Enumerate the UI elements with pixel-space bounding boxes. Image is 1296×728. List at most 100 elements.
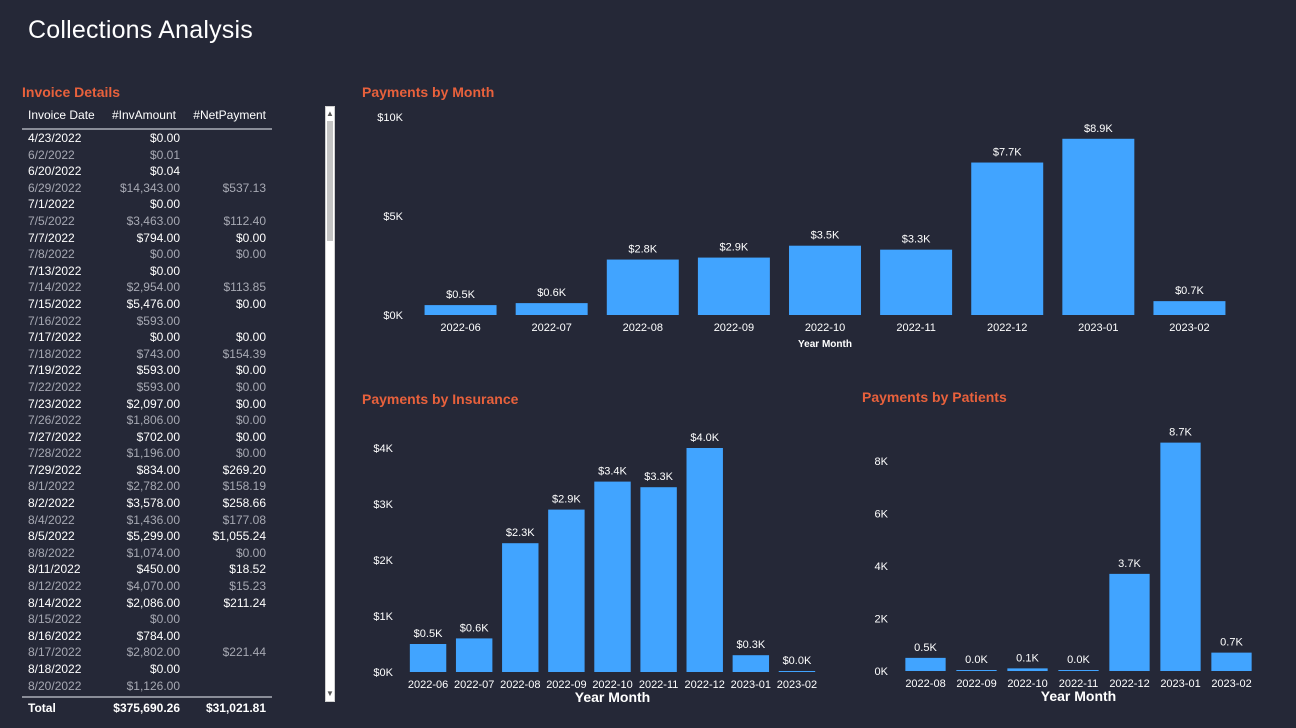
payments-by-patients-chart: 0K 2K 4K 6K 8K 0.5K 2022-08 0.0K 2022-09 0.1K 2022…: [875, 427, 1252, 704]
table-row[interactable]: 8/12/2022 $4,070.00 $15.23: [22, 578, 272, 595]
cell-net-payment: $0.00: [235, 296, 266, 311]
table-row[interactable]: 7/8/2022 $0.00 $0.00: [22, 246, 272, 263]
cell-net-payment: $0.00: [235, 429, 266, 444]
x-tick-label: 2022-10: [805, 322, 845, 334]
column-header-invoice-date[interactable]: Invoice Date: [28, 108, 95, 122]
y-tick-label: $0K: [373, 667, 393, 679]
invoice-details-table: Invoice Date #InvAmount #NetPayment 4/23…: [22, 106, 272, 718]
bar[interactable]: [697, 257, 770, 315]
table-row[interactable]: 8/20/2022 $1,126.00: [22, 678, 272, 694]
table-row[interactable]: 8/11/2022 $450.00 $18.52: [22, 561, 272, 578]
bar[interactable]: [1058, 670, 1099, 671]
bar[interactable]: [1211, 652, 1252, 671]
table-row[interactable]: 8/4/2022 $1,436.00 $177.08: [22, 512, 272, 529]
table-row[interactable]: 8/15/2022 $0.00: [22, 611, 272, 628]
bar[interactable]: [1160, 442, 1201, 671]
data-label: $3.3K: [902, 234, 931, 246]
cell-inv-amount: $2,097.00: [126, 396, 180, 411]
bar[interactable]: [956, 670, 997, 671]
table-row[interactable]: 8/17/2022 $2,802.00 $221.44: [22, 644, 272, 661]
table-row[interactable]: 7/14/2022 $2,954.00 $113.85: [22, 279, 272, 296]
table-row[interactable]: 7/15/2022 $5,476.00 $0.00: [22, 296, 272, 313]
bar[interactable]: [789, 245, 861, 315]
cell-net-payment: $0.00: [235, 379, 266, 394]
bar[interactable]: [778, 671, 816, 672]
cell-inv-amount: $593.00: [136, 363, 180, 378]
bar[interactable]: [1007, 668, 1048, 671]
table-total-row: Total $375,690.26 $31,021.81: [22, 696, 272, 718]
chevron-up-icon[interactable]: ▲: [326, 109, 334, 118]
bar[interactable]: [732, 655, 770, 672]
table-row[interactable]: 8/18/2022 $0.00: [22, 661, 272, 678]
table-row[interactable]: 7/13/2022 $0.00: [22, 263, 272, 280]
table-row[interactable]: 7/28/2022 $1,196.00 $0.00: [22, 445, 272, 462]
table-row[interactable]: 7/22/2022 $593.00 $0.00: [22, 379, 272, 396]
table-row[interactable]: 6/29/2022 $14,343.00 $537.13: [22, 180, 272, 197]
table-row[interactable]: 7/17/2022 $0.00 $0.00: [22, 329, 272, 346]
cell-invoice-date: 6/20/2022: [28, 164, 82, 179]
bar[interactable]: [1062, 138, 1135, 315]
table-row[interactable]: 7/26/2022 $1,806.00 $0.00: [22, 412, 272, 429]
data-label: 0.1K: [1016, 652, 1039, 664]
table-row[interactable]: 8/1/2022 $2,782.00 $158.19: [22, 478, 272, 495]
table-row[interactable]: 7/7/2022 $794.00 $0.00: [22, 230, 272, 247]
table-row[interactable]: 6/20/2022 $0.04: [22, 163, 272, 180]
column-header-net-payment[interactable]: #NetPayment: [193, 108, 266, 122]
bar[interactable]: [424, 305, 497, 315]
table-row[interactable]: 7/16/2022 $593.00: [22, 313, 272, 330]
table-row[interactable]: 7/19/2022 $593.00 $0.00: [22, 362, 272, 379]
data-label: $0.7K: [1175, 285, 1204, 297]
table-row[interactable]: 6/2/2022 $0.01: [22, 147, 272, 164]
table-row[interactable]: 8/8/2022 $1,074.00 $0.00: [22, 545, 272, 562]
data-label: $0.5K: [414, 628, 443, 640]
chevron-down-icon[interactable]: ▼: [326, 689, 334, 698]
bar[interactable]: [594, 481, 631, 672]
column-header-inv-amount[interactable]: #InvAmount: [111, 108, 176, 122]
table-row[interactable]: 4/23/2022 $0.00: [22, 130, 272, 147]
bar[interactable]: [1153, 301, 1226, 315]
total-inv-amount: $375,690.26: [113, 701, 180, 715]
table-row[interactable]: 8/5/2022 $5,299.00 $1,055.24: [22, 528, 272, 545]
cell-inv-amount: $1,436.00: [126, 512, 180, 527]
table-row[interactable]: 7/27/2022 $702.00 $0.00: [22, 429, 272, 446]
table-row[interactable]: 7/29/2022 $834.00 $269.20: [22, 462, 272, 479]
cell-inv-amount: $2,086.00: [126, 595, 180, 610]
cell-inv-amount: $0.00: [149, 247, 180, 262]
cell-invoice-date: 8/15/2022: [28, 612, 82, 627]
table-row[interactable]: 7/1/2022 $0.00: [22, 196, 272, 213]
cell-inv-amount: $14,343.00: [119, 180, 180, 195]
table-scrollbar[interactable]: ▲ ▼: [325, 106, 335, 702]
bar[interactable]: [502, 543, 539, 672]
table-row[interactable]: 7/5/2022 $3,463.00 $112.40: [22, 213, 272, 230]
bar[interactable]: [455, 638, 493, 672]
bar[interactable]: [515, 303, 588, 315]
bar[interactable]: [905, 657, 946, 671]
table-row[interactable]: 7/23/2022 $2,097.00 $0.00: [22, 396, 272, 413]
y-tick-label: 2K: [875, 614, 889, 626]
bar[interactable]: [640, 487, 677, 672]
cell-invoice-date: 7/15/2022: [28, 296, 82, 311]
bar[interactable]: [971, 162, 1044, 315]
bar[interactable]: [1109, 573, 1150, 671]
cell-invoice-date: 8/16/2022: [28, 628, 82, 643]
x-tick-label: 2022-07: [454, 679, 494, 691]
scroll-thumb[interactable]: [327, 121, 333, 241]
bar[interactable]: [409, 644, 447, 672]
cell-invoice-date: 7/23/2022: [28, 396, 82, 411]
data-label: $2.9K: [720, 242, 749, 254]
cell-invoice-date: 7/28/2022: [28, 446, 82, 461]
x-tick-label: 2022-11: [896, 322, 936, 334]
data-label: $4.0K: [690, 432, 719, 444]
table-row[interactable]: 8/16/2022 $784.00: [22, 628, 272, 645]
bar[interactable]: [548, 509, 585, 672]
bar[interactable]: [880, 249, 953, 315]
cell-invoice-date: 7/19/2022: [28, 363, 82, 378]
table-row[interactable]: 7/18/2022 $743.00 $154.39: [22, 346, 272, 363]
bar[interactable]: [686, 448, 723, 672]
table-row[interactable]: 8/14/2022 $2,086.00 $211.24: [22, 595, 272, 612]
cell-inv-amount: $702.00: [136, 429, 180, 444]
table-row[interactable]: 8/2/2022 $3,578.00 $258.66: [22, 495, 272, 512]
cell-invoice-date: 8/2/2022: [28, 496, 75, 511]
cell-inv-amount: $2,954.00: [126, 280, 180, 295]
bar[interactable]: [606, 259, 679, 315]
